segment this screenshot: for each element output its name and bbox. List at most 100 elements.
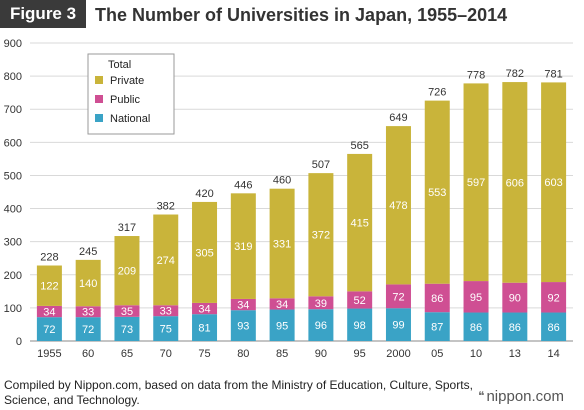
x-tick-label: 1955 — [37, 348, 61, 360]
bars: 72 34 122 228 72 33 140 245 73 35 209 317 75 33 274 382… — [36, 68, 567, 341]
data-label-public: 92 — [547, 292, 559, 304]
x-tick-label: 14 — [547, 348, 559, 360]
data-label-public: 95 — [470, 292, 482, 304]
bar-segment-private — [114, 236, 140, 306]
x-tick-label: 60 — [82, 348, 94, 360]
y-tick-label: 800 — [4, 71, 22, 83]
data-label-private: 606 — [506, 177, 524, 189]
bar-segment-public — [424, 283, 450, 313]
x-tick-label: 65 — [121, 348, 133, 360]
data-label-national: 86 — [547, 322, 559, 334]
data-label-public: 52 — [354, 295, 366, 307]
data-label-national: 72 — [82, 324, 94, 336]
bar-segment-national — [385, 308, 411, 341]
data-label-private: 478 — [389, 200, 407, 212]
x-axis-ticks: 1955 60 65 70 75 80 85 90 95 2000 05 10 13 14 — [37, 348, 560, 360]
bar-segment-private — [502, 82, 528, 283]
total-label: 446 — [234, 179, 252, 191]
x-tick-label: 75 — [198, 348, 210, 360]
bar-segment-national — [75, 317, 101, 341]
bar-segment-private — [347, 153, 373, 292]
data-label-national: 93 — [237, 321, 249, 333]
source-note: Compiled by Nippon.com, based on data fr… — [4, 378, 473, 407]
legend-label-public: Public — [110, 94, 140, 106]
y-tick-label: 0 — [16, 336, 22, 348]
data-label-national: 96 — [315, 320, 327, 332]
data-label-private: 122 — [40, 281, 58, 293]
y-tick-label: 300 — [4, 237, 22, 249]
data-label-private: 372 — [312, 230, 330, 242]
bar-segment-public — [36, 305, 62, 318]
data-label-private: 274 — [157, 255, 175, 267]
figure-label: Figure 3 — [0, 0, 86, 28]
bar-segment-national — [269, 309, 295, 341]
data-label-private: 603 — [544, 177, 562, 189]
data-label-public: 33 — [160, 306, 172, 318]
x-tick-label: 90 — [315, 348, 327, 360]
legend-swatch-national — [95, 114, 103, 122]
data-label-private: 331 — [273, 238, 291, 250]
x-tick-label: 13 — [509, 348, 521, 360]
total-label: 781 — [544, 68, 562, 80]
bar-segment-public — [153, 305, 179, 317]
data-label-private: 319 — [234, 241, 252, 253]
brand-name: nippon.com — [486, 388, 565, 405]
bar-segment-national — [153, 316, 179, 341]
bar-segment-private — [424, 100, 450, 284]
data-label-private: 597 — [467, 177, 485, 189]
data-label-private: 140 — [79, 278, 97, 290]
y-tick-label: 600 — [4, 137, 22, 149]
data-label-national: 73 — [121, 324, 133, 336]
bar-segment-private — [463, 83, 489, 282]
bar-segment-national — [308, 309, 334, 341]
total-label: 782 — [506, 68, 524, 80]
data-label-public: 72 — [392, 291, 404, 303]
data-label-public: 90 — [509, 293, 521, 305]
legend-title: Total — [108, 59, 131, 71]
bar-segment-public — [463, 281, 489, 313]
x-tick-label: 70 — [160, 348, 172, 360]
data-label-national: 86 — [509, 322, 521, 334]
total-label: 382 — [157, 201, 175, 213]
data-label-national: 87 — [431, 322, 443, 334]
bar-segment-private — [541, 82, 567, 283]
y-tick-label: 500 — [4, 170, 22, 182]
data-label-national: 86 — [470, 322, 482, 334]
bar-segment-public — [502, 282, 528, 313]
bar-segment-national — [114, 316, 140, 341]
y-tick-label: 400 — [4, 204, 22, 216]
bar-segment-public — [541, 282, 567, 313]
bar-segment-national — [541, 312, 567, 341]
data-label-public: 34 — [43, 307, 55, 319]
x-tick-label: 95 — [354, 348, 366, 360]
x-tick-label: 85 — [276, 348, 288, 360]
data-label-national: 81 — [198, 323, 210, 335]
data-label-national: 75 — [160, 324, 172, 336]
total-label: 245 — [79, 246, 97, 258]
y-tick-label: 100 — [4, 303, 22, 315]
bar-segment-private — [153, 214, 179, 306]
data-label-public: 34 — [237, 300, 249, 312]
bar-segment-private — [385, 126, 411, 285]
total-label: 649 — [389, 112, 407, 124]
data-label-public: 34 — [276, 299, 288, 311]
bar-segment-public — [75, 306, 101, 318]
bar-segment-national — [347, 308, 373, 341]
bar-segment-national — [502, 312, 528, 341]
bar-segment-public — [269, 298, 295, 310]
total-label: 228 — [40, 252, 58, 264]
bar-segment-private — [308, 173, 334, 297]
bar-segment-private — [75, 259, 101, 307]
bar-segment-public — [230, 298, 256, 311]
bar-segment-national — [424, 312, 450, 341]
data-label-national: 95 — [276, 320, 288, 332]
bar-segment-private — [269, 188, 295, 299]
bar-segment-public — [192, 302, 218, 315]
y-axis-ticks: 0 100 200 300 400 500 600 700 800 900 — [4, 38, 22, 348]
bar-segment-private — [230, 193, 256, 299]
bar-segment-national — [36, 317, 62, 341]
bar-segment-private — [192, 201, 218, 303]
x-tick-label: 05 — [431, 348, 443, 360]
